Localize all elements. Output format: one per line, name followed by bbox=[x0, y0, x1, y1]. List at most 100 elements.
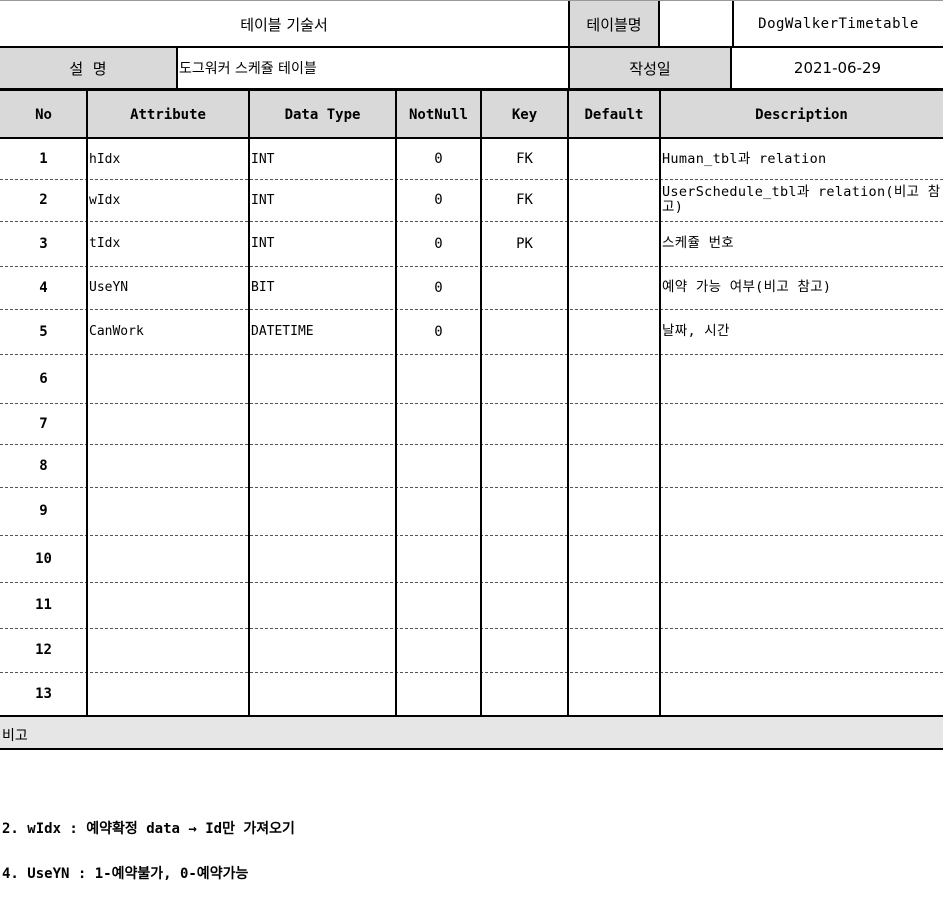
cell-data-type: BIT bbox=[251, 280, 275, 295]
cell-description bbox=[660, 672, 943, 715]
column-divider bbox=[248, 91, 250, 715]
document-title: 테이블 기술서 bbox=[240, 15, 328, 34]
cell-no: 12 bbox=[35, 642, 52, 658]
cell-no: 5 bbox=[39, 323, 48, 340]
description-value: 도그워커 스케쥴 테이블 bbox=[179, 61, 317, 77]
cell-attribute: CanWork bbox=[89, 324, 144, 339]
cell-no: 8 bbox=[39, 457, 48, 474]
cell-key bbox=[481, 309, 568, 354]
table-row: 1 hIdx INT 0 FK Human_tbl과 relation bbox=[0, 139, 943, 179]
cell-notnull bbox=[396, 403, 481, 444]
cell-attribute: tIdx bbox=[89, 236, 121, 251]
table-row: 9 bbox=[0, 487, 943, 535]
row-divider bbox=[0, 179, 943, 180]
cell-default bbox=[568, 221, 660, 266]
cell-data-type: INT bbox=[251, 192, 275, 208]
table-row: 8 bbox=[0, 444, 943, 487]
cell-attribute bbox=[87, 487, 249, 535]
column-header-key: Key bbox=[511, 106, 538, 123]
date-value: 2021-06-29 bbox=[793, 59, 882, 77]
table-row: 12 bbox=[0, 628, 943, 672]
cell-attribute: UseYN bbox=[89, 280, 129, 295]
column-divider bbox=[480, 91, 482, 715]
table-name-value: DogWalkerTimetable bbox=[732, 1, 943, 47]
cell-data-type bbox=[249, 672, 396, 715]
cell-no: 13 bbox=[35, 685, 52, 702]
cell-default bbox=[568, 179, 660, 221]
cell-key bbox=[481, 628, 568, 672]
cell-description: 스케쥴 번호 bbox=[662, 235, 735, 251]
date-label: 작성일 bbox=[568, 48, 732, 88]
table-name-label: 테이블명 bbox=[568, 1, 660, 47]
cell-data-type bbox=[249, 403, 396, 444]
row-divider bbox=[0, 354, 943, 355]
cell-description: Human_tbl과 relation bbox=[662, 150, 827, 167]
cell-default bbox=[568, 535, 660, 582]
cell-attribute bbox=[87, 582, 249, 628]
cell-no: 4 bbox=[39, 279, 48, 296]
cell-description: UserSchedule_tbl과 relation(비고 참고) bbox=[662, 184, 941, 215]
cell-data-type: INT bbox=[251, 151, 275, 167]
table-row: 3 tIdx INT 0 PK 스케쥴 번호 bbox=[0, 221, 943, 266]
cell-key bbox=[481, 444, 568, 487]
column-header-data-type: Data Type bbox=[284, 106, 361, 123]
cell-default bbox=[568, 487, 660, 535]
cell-description bbox=[660, 628, 943, 672]
table-row: 5 CanWork DATETIME 0 날짜, 시간 bbox=[0, 309, 943, 354]
cell-no: 7 bbox=[39, 415, 48, 432]
description-label: 설 명 bbox=[0, 48, 177, 88]
remarks-notes: 2. wIdx : 예약확정 data → Id만 가져오기 4. UseYN … bbox=[2, 792, 295, 897]
cell-attribute bbox=[87, 672, 249, 715]
cell-key bbox=[481, 487, 568, 535]
row-divider bbox=[0, 266, 943, 267]
cell-notnull bbox=[396, 628, 481, 672]
header-divider bbox=[177, 48, 178, 88]
row-divider bbox=[0, 672, 943, 673]
cell-default bbox=[568, 266, 660, 309]
table-row: 6 bbox=[0, 354, 943, 403]
cell-notnull: 0 bbox=[434, 323, 443, 340]
cell-description: 날짜, 시간 bbox=[662, 323, 730, 339]
cell-default bbox=[568, 403, 660, 444]
remark-line: 4. UseYN : 1-예약불가, 0-예약가능 bbox=[2, 866, 249, 882]
row-divider bbox=[0, 628, 943, 629]
column-header-attribute: Attribute bbox=[130, 106, 206, 123]
cell-default bbox=[568, 444, 660, 487]
cell-description bbox=[660, 403, 943, 444]
remarks-label: 비고 bbox=[2, 728, 28, 744]
cell-notnull: 0 bbox=[434, 279, 443, 296]
column-header-row: No Attribute Data Type NotNull Key Default Des… bbox=[0, 91, 943, 138]
cell-notnull bbox=[396, 354, 481, 403]
cell-data-type bbox=[249, 487, 396, 535]
cell-attribute bbox=[87, 535, 249, 582]
cell-key bbox=[481, 266, 568, 309]
column-divider bbox=[659, 91, 661, 715]
row-divider bbox=[0, 403, 943, 404]
cell-notnull bbox=[396, 487, 481, 535]
cell-no: 10 bbox=[35, 550, 52, 567]
row-divider bbox=[0, 487, 943, 488]
cell-description bbox=[660, 487, 943, 535]
cell-notnull: 0 bbox=[434, 235, 443, 252]
cell-no: 3 bbox=[39, 235, 48, 252]
table-row: 2 wIdx INT 0 FK UserSchedule_tbl과 relation(비고… bbox=[0, 179, 943, 221]
cell-notnull bbox=[396, 672, 481, 715]
table-row: 11 bbox=[0, 582, 943, 628]
cell-no: 11 bbox=[35, 597, 52, 613]
cell-attribute bbox=[87, 628, 249, 672]
cell-default bbox=[568, 582, 660, 628]
column-divider bbox=[86, 91, 88, 715]
cell-key bbox=[481, 403, 568, 444]
cell-data-type bbox=[249, 535, 396, 582]
cell-data-type bbox=[249, 582, 396, 628]
remark-line: 2. wIdx : 예약확정 data → Id만 가져오기 bbox=[2, 821, 295, 837]
cell-attribute bbox=[87, 444, 249, 487]
cell-attribute: wIdx bbox=[89, 192, 121, 208]
cell-default bbox=[568, 139, 660, 179]
column-header-notnull: NotNull bbox=[408, 106, 468, 123]
table-row: 7 bbox=[0, 403, 943, 444]
row-divider bbox=[0, 309, 943, 310]
cell-data-type bbox=[249, 628, 396, 672]
cell-data-type: DATETIME bbox=[251, 324, 314, 339]
cell-default bbox=[568, 672, 660, 715]
